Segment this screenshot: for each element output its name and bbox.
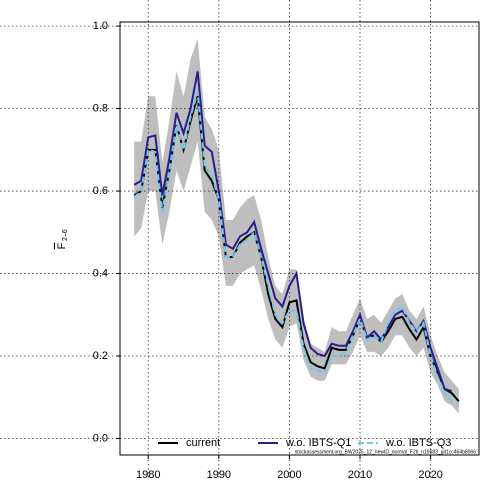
x-tick-label: 1990 [207,469,231,480]
x-tick-label: 2000 [277,469,301,480]
x-tick-label: 1980 [136,469,160,480]
y-tick-label: 0.0 [93,432,108,444]
plot-frame [119,21,480,456]
y-tick-label: 0.2 [93,350,108,362]
y-tick-label: 1.0 [93,20,108,32]
legend-label: w.o. IBTS-Q1 [285,437,351,449]
y-tick-label: 0.8 [93,103,108,115]
x-tick-label: 2020 [418,469,442,480]
y-label: F 2–6 [56,229,69,249]
legend-label: current [186,437,220,449]
y-label-sub: 2–6 [62,229,69,241]
series-line [133,71,453,393]
y-tick-label: 0.4 [93,267,108,279]
confidence-band [134,38,459,414]
legend-label: w.o. IBTS-Q3 [385,437,451,449]
y-tick-label: 0.6 [93,185,108,197]
x-tick-label: 2010 [348,469,372,480]
y-label-main: F [56,242,68,249]
series-line [133,91,460,405]
footnote: stockassessment.org_BW2025_12_newID_norm… [295,449,476,455]
